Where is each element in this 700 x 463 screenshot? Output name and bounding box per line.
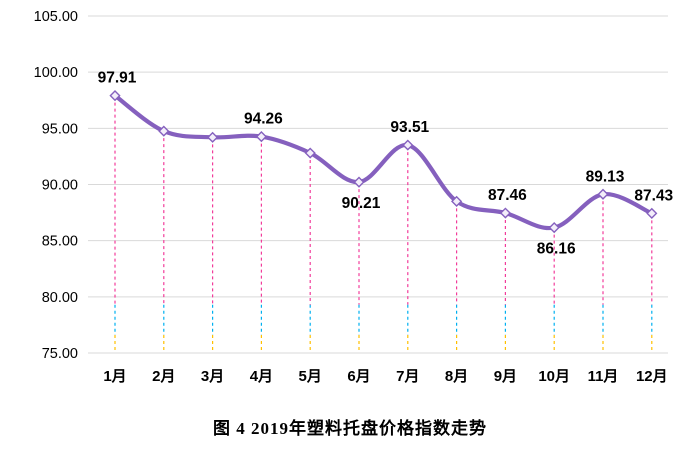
x-axis-label: 6月 — [347, 368, 370, 385]
x-axis-label: 5月 — [299, 368, 322, 385]
data-point-marker — [402, 139, 414, 151]
y-axis-tick-label: 105.00 — [34, 9, 78, 25]
data-label: 86.16 — [537, 241, 576, 258]
data-point-marker — [158, 125, 170, 137]
x-axis-label: 8月 — [445, 368, 468, 385]
y-axis-tick-label: 100.00 — [34, 65, 78, 81]
data-point-marker — [451, 195, 463, 207]
data-label: 94.26 — [244, 111, 283, 128]
x-axis-label: 12月 — [636, 368, 668, 385]
data-label: 97.91 — [98, 70, 137, 87]
data-point-marker — [646, 207, 658, 219]
data-point-marker — [353, 176, 365, 188]
x-axis-label: 9月 — [494, 368, 517, 385]
data-point-marker — [255, 131, 267, 143]
data-label: 89.13 — [586, 168, 625, 185]
data-label: 87.46 — [488, 187, 527, 204]
data-label: 93.51 — [390, 119, 429, 136]
line-chart-canvas: 105.00 100.00 95.00 90.00 85.00 80.00 75.00 1月 2… — [34, 9, 674, 385]
data-point-marker — [304, 147, 316, 159]
data-point-marker — [597, 188, 609, 200]
data-label: 87.43 — [634, 187, 673, 204]
x-axis-label: 4月 — [250, 368, 273, 385]
figure-caption: 图 4 2019年塑料托盘价格指数走势 — [213, 419, 487, 438]
x-axis-label: 7月 — [396, 368, 419, 385]
data-point-marker — [548, 222, 560, 234]
x-axis-label: 11月 — [588, 368, 619, 385]
data-point-marker — [207, 131, 219, 143]
data-point-marker — [109, 90, 121, 102]
y-axis-tick-label: 90.00 — [42, 178, 78, 194]
x-axis-label: 2月 — [152, 368, 175, 385]
y-axis-tick-label: 80.00 — [42, 290, 78, 306]
x-axis-label: 1月 — [103, 368, 126, 385]
x-axis-label: 10月 — [538, 368, 570, 385]
y-axis-tick-label: 95.00 — [42, 121, 78, 137]
data-point-marker — [499, 207, 511, 219]
y-axis-tick-label: 85.00 — [42, 234, 78, 250]
y-axis-tick-label: 75.00 — [42, 346, 78, 362]
data-label: 90.21 — [342, 195, 381, 212]
price-index-line — [112, 93, 654, 231]
x-axis-label: 3月 — [201, 368, 224, 385]
